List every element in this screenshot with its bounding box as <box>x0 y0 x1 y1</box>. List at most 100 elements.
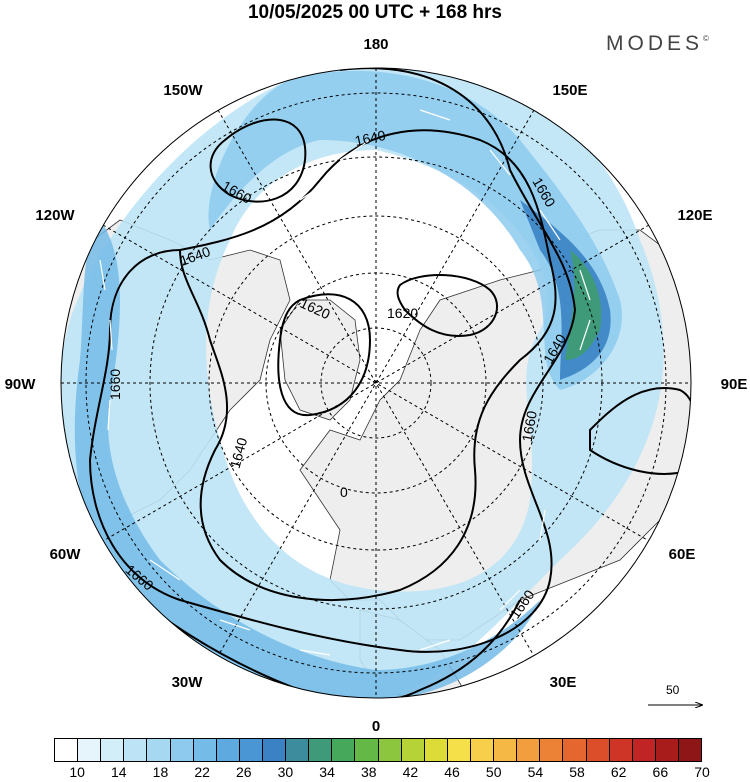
graticule <box>61 68 691 698</box>
contour-label: 1660 <box>519 409 540 443</box>
lon-label-150e: 150E <box>552 82 587 99</box>
wind-vectors <box>99 109 591 656</box>
colorbar-swatch <box>632 739 656 761</box>
colorbar-swatch <box>401 739 425 761</box>
colorbar-swatch <box>55 739 79 761</box>
wind-vector <box>339 139 371 161</box>
lon-label-180: 180 <box>363 36 388 53</box>
colorbar-swatch <box>678 739 702 761</box>
contour-label: 1660 <box>107 369 123 400</box>
wind-vector <box>579 319 591 351</box>
wind-vector <box>419 109 451 121</box>
lon-label-90w: 90W <box>5 376 37 393</box>
colorbar-swatch <box>286 739 310 761</box>
wind-vector <box>109 319 113 351</box>
wind-vector <box>107 399 111 431</box>
brand-logo: MODES© <box>606 32 709 56</box>
wind-vector <box>579 269 591 301</box>
lon-label-120w: 120W <box>35 207 75 224</box>
colorbar-tick-label: 50 <box>485 764 502 780</box>
colorbar-swatch <box>470 739 495 761</box>
lon-label-0: 0 <box>372 718 380 735</box>
contour-label: 1640 <box>353 127 387 149</box>
wind-vector <box>489 149 511 176</box>
colorbar-swatch <box>378 739 402 761</box>
wind-vector <box>539 509 546 541</box>
colorbar-tick-label: 58 <box>569 764 585 780</box>
colorbar-swatch <box>262 739 287 761</box>
contour-1660-main <box>88 68 577 653</box>
colorbar-tick-label: 42 <box>402 764 419 780</box>
colorbar-swatch <box>78 739 102 761</box>
jet-max-green <box>565 250 602 360</box>
wind-vector <box>249 204 281 221</box>
wind-vector <box>149 559 181 581</box>
colorbar-swatch <box>586 739 610 761</box>
contour-east-bulge <box>589 387 691 475</box>
wind-vector <box>299 179 331 201</box>
colorbar-swatch <box>540 739 564 761</box>
colorbar-swatch <box>332 739 356 761</box>
lon-label-120e: 120E <box>677 207 712 224</box>
land-greenland <box>279 299 361 421</box>
wind-vector <box>499 589 521 611</box>
colorbar-tick-label: 70 <box>694 764 710 780</box>
colorbar-swatch <box>609 739 633 761</box>
colorbar-tick-labels: 10 14 18 22 26 30 34 38 42 46 50 54 58 62 66 70 <box>54 764 709 782</box>
colorbar-tick-label: 66 <box>652 764 669 780</box>
colorbar-tick-label: 46 <box>444 764 460 780</box>
colorbar-swatch <box>239 739 263 761</box>
jet-core-atlantic <box>74 220 540 698</box>
lon-label-30e: 30E <box>550 674 577 691</box>
colorbar-swatch <box>216 739 240 761</box>
colorbar-swatch <box>170 739 194 761</box>
colorbar-swatch <box>309 739 333 761</box>
colorbar-swatch <box>655 739 679 761</box>
lon-label-30w: 30W <box>172 674 204 691</box>
wind-vector <box>219 619 251 631</box>
wind-vector <box>419 639 451 651</box>
map-boundary <box>60 67 692 699</box>
colorbar-swatch <box>147 739 171 761</box>
colorbar-swatch <box>563 739 587 761</box>
contour-label: 1620 <box>387 305 418 321</box>
colorbar <box>54 738 702 762</box>
lon-label-90e: 90E <box>721 376 748 393</box>
colorbar-tick-label: 38 <box>360 764 377 780</box>
colorbar-tick-label: 30 <box>277 764 294 780</box>
colorbar-swatch <box>124 739 148 761</box>
colorbar-tick-label: 18 <box>152 764 169 780</box>
colorbar-tick-label: 54 <box>527 764 544 780</box>
contour-1640-main <box>178 129 557 601</box>
lon-label-60e: 60E <box>669 546 696 563</box>
colorbar-swatch <box>355 739 379 761</box>
contour-1620-east <box>396 273 499 337</box>
colorbar-tick-label: 62 <box>610 764 627 780</box>
lon-label-150w: 150W <box>163 82 203 99</box>
wind-vector <box>99 259 106 291</box>
wind-reference-value: 50 <box>666 683 680 697</box>
wind-vector <box>299 649 331 656</box>
contour-1660-pacific-loop <box>209 118 307 203</box>
colorbar-tick-label: 14 <box>111 764 127 780</box>
colorbar-swatch <box>424 739 448 761</box>
longitude-labels: 180 150E 120E 90E 60E 30E 0 30W 60W 90W … <box>5 36 748 735</box>
brand-text: MODES <box>606 32 704 55</box>
contour-label: 0 <box>340 484 348 500</box>
contour-1620-west <box>277 293 372 417</box>
jet-core-pacific <box>208 70 622 390</box>
lon-label-60w: 60W <box>50 546 82 563</box>
colorbar-swatch <box>193 739 217 761</box>
latitude-circle-40 <box>85 92 667 674</box>
colorbar-swatch <box>494 739 518 761</box>
wind-vector <box>539 209 561 241</box>
map-title: 10/05/2025 00 UTC + 168 hrs <box>247 2 503 23</box>
colorbar-tick-label: 34 <box>319 764 335 780</box>
contour-label: 1640 <box>227 436 251 470</box>
colorbar-swatch <box>101 739 125 761</box>
colorbar-tick-label: 26 <box>235 764 252 780</box>
colorbar-tick-label: 22 <box>194 764 210 780</box>
colorbar-swatch <box>447 739 471 761</box>
colorbar-swatch <box>517 739 541 761</box>
